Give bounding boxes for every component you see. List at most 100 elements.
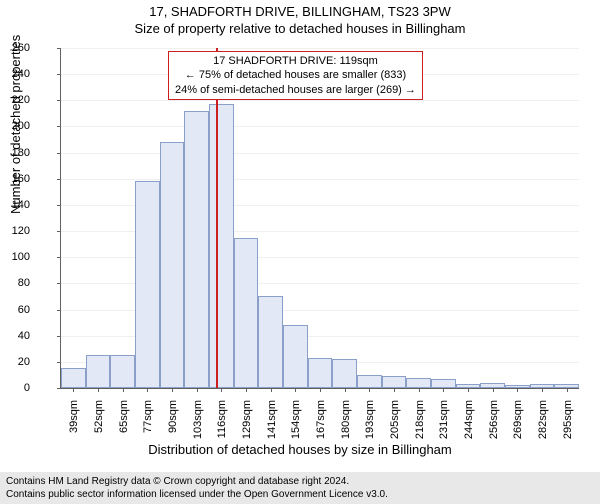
gridline <box>61 179 579 180</box>
xtick-label: 129sqm <box>241 400 253 450</box>
ytick-label: 260 <box>0 42 30 54</box>
xtick-mark <box>221 388 222 392</box>
footer-line1: Contains HM Land Registry data © Crown c… <box>6 475 594 488</box>
xtick-mark <box>271 388 272 392</box>
ytick-mark <box>57 388 61 389</box>
ytick-mark <box>57 48 61 49</box>
xtick-label: 295sqm <box>562 400 574 450</box>
xtick-label: 154sqm <box>290 400 302 450</box>
xtick-mark <box>443 388 444 392</box>
xtick-mark <box>468 388 469 392</box>
xtick-mark <box>320 388 321 392</box>
xtick-mark <box>172 388 173 392</box>
chart-area: 17 SHADFORTH DRIVE: 119sqm ← 75% of deta… <box>60 48 578 388</box>
footer: Contains HM Land Registry data © Crown c… <box>0 472 600 504</box>
gridline <box>61 153 579 154</box>
ytick-label: 20 <box>0 356 30 368</box>
histogram-bar <box>258 296 283 388</box>
xtick-mark <box>369 388 370 392</box>
ytick-label: 160 <box>0 173 30 185</box>
ytick-label: 80 <box>0 277 30 289</box>
histogram-bar <box>184 111 209 388</box>
ytick-label: 200 <box>0 120 30 132</box>
ytick-mark <box>57 231 61 232</box>
callout-line3: 24% of semi-detached houses are larger (… <box>175 83 416 97</box>
ytick-mark <box>57 126 61 127</box>
histogram-bar <box>160 142 185 388</box>
xtick-label: 282sqm <box>537 400 549 450</box>
ytick-mark <box>57 283 61 284</box>
callout-box: 17 SHADFORTH DRIVE: 119sqm ← 75% of deta… <box>168 51 423 100</box>
ytick-mark <box>57 153 61 154</box>
histogram-bar <box>61 368 86 388</box>
xtick-label: 193sqm <box>364 400 376 450</box>
ytick-mark <box>57 74 61 75</box>
xtick-mark <box>98 388 99 392</box>
xtick-label: 39sqm <box>68 400 80 450</box>
ytick-mark <box>57 336 61 337</box>
histogram-bar <box>431 379 456 388</box>
xtick-mark <box>295 388 296 392</box>
ytick-label: 240 <box>0 68 30 80</box>
gridline <box>61 126 579 127</box>
ytick-label: 140 <box>0 199 30 211</box>
histogram-bar <box>209 104 234 388</box>
xtick-mark <box>246 388 247 392</box>
xtick-label: 205sqm <box>389 400 401 450</box>
histogram-bar <box>110 355 135 388</box>
ytick-label: 0 <box>0 382 30 394</box>
xtick-label: 90sqm <box>167 400 179 450</box>
page-title: 17, SHADFORTH DRIVE, BILLINGHAM, TS23 3P… <box>0 4 600 19</box>
xtick-label: 52sqm <box>93 400 105 450</box>
xtick-label: 141sqm <box>266 400 278 450</box>
histogram-bar <box>308 358 333 388</box>
xtick-mark <box>542 388 543 392</box>
xtick-label: 244sqm <box>463 400 475 450</box>
xtick-mark <box>394 388 395 392</box>
xtick-mark <box>345 388 346 392</box>
footer-line2: Contains public sector information licen… <box>6 488 594 501</box>
ytick-label: 220 <box>0 94 30 106</box>
xtick-mark <box>493 388 494 392</box>
xtick-label: 180sqm <box>340 400 352 450</box>
xtick-label: 167sqm <box>315 400 327 450</box>
xtick-label: 231sqm <box>438 400 450 450</box>
histogram-bar <box>234 238 259 388</box>
xtick-label: 218sqm <box>414 400 426 450</box>
ytick-mark <box>57 257 61 258</box>
gridline <box>61 100 579 101</box>
xtick-label: 103sqm <box>192 400 204 450</box>
ytick-mark <box>57 310 61 311</box>
ytick-mark <box>57 205 61 206</box>
ytick-mark <box>57 100 61 101</box>
ytick-mark <box>57 362 61 363</box>
xtick-mark <box>73 388 74 392</box>
xtick-mark <box>517 388 518 392</box>
xtick-label: 269sqm <box>512 400 524 450</box>
xtick-label: 116sqm <box>216 400 228 450</box>
histogram-bar <box>332 359 357 388</box>
xtick-label: 65sqm <box>118 400 130 450</box>
ytick-mark <box>57 179 61 180</box>
ytick-label: 60 <box>0 304 30 316</box>
xtick-label: 256sqm <box>488 400 500 450</box>
histogram-bar <box>135 181 160 388</box>
xtick-label: 77sqm <box>142 400 154 450</box>
ytick-label: 40 <box>0 330 30 342</box>
xtick-mark <box>147 388 148 392</box>
ytick-label: 180 <box>0 147 30 159</box>
xtick-mark <box>123 388 124 392</box>
page-subtitle: Size of property relative to detached ho… <box>0 21 600 36</box>
xtick-mark <box>419 388 420 392</box>
gridline <box>61 48 579 49</box>
ytick-label: 100 <box>0 251 30 263</box>
callout-line2: ← 75% of detached houses are smaller (83… <box>175 68 416 82</box>
chart-container: 17, SHADFORTH DRIVE, BILLINGHAM, TS23 3P… <box>0 4 600 504</box>
histogram-bar <box>283 325 308 388</box>
histogram-bar <box>86 355 111 388</box>
histogram-bar <box>406 378 431 388</box>
xtick-mark <box>197 388 198 392</box>
callout-line1: 17 SHADFORTH DRIVE: 119sqm <box>175 54 416 68</box>
ytick-label: 120 <box>0 225 30 237</box>
histogram-bar <box>382 376 407 388</box>
